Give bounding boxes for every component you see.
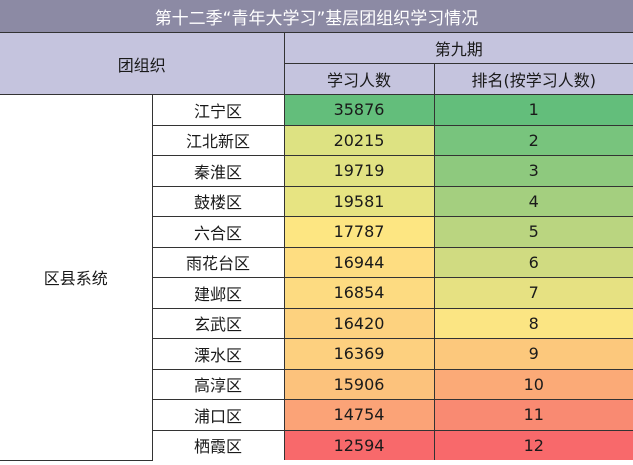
table-row: 溧水区 16369 9 <box>0 338 633 370</box>
learners-column-header: 学习人数 <box>283 63 435 95</box>
district-name: 江宁区 <box>151 94 285 126</box>
rank-value: 12 <box>433 429 633 460</box>
rank-value: 3 <box>433 155 633 187</box>
district-name: 玄武区 <box>151 307 285 339</box>
district-name: 建邺区 <box>151 277 285 309</box>
learner-count: 16369 <box>283 338 435 370</box>
table-body: 区县系统 江宁区 35876 1 江北新区 20215 2 秦淮区 19719 3 鼓楼区 19581… <box>0 94 633 461</box>
learner-count: 16854 <box>283 277 435 309</box>
table-row: 栖霞区 12594 12 <box>0 429 633 460</box>
district-name: 溧水区 <box>151 338 285 370</box>
learner-count: 16420 <box>283 307 435 339</box>
learner-count: 19719 <box>283 155 435 187</box>
rank-value: 7 <box>433 277 633 309</box>
table-row: 玄武区 16420 8 <box>0 307 633 339</box>
table-row: 区县系统 江宁区 35876 1 <box>0 94 633 461</box>
district-name: 栖霞区 <box>151 429 285 460</box>
learner-count: 12594 <box>283 429 435 460</box>
district-name: 六合区 <box>151 216 285 248</box>
learner-count: 35876 <box>283 94 435 126</box>
rank-value: 6 <box>433 246 633 278</box>
district-name: 雨花台区 <box>151 246 285 278</box>
page-title: 第十二季“青年大学习”基层团组织学习情况 <box>0 0 633 32</box>
table-row: 江北新区 20215 2 <box>0 124 633 156</box>
learner-count: 19581 <box>283 185 435 217</box>
learner-count: 14754 <box>283 399 435 431</box>
table-row: 浦口区 14754 11 <box>0 399 633 431</box>
rank-value: 5 <box>433 216 633 248</box>
learner-count: 17787 <box>283 216 435 248</box>
learner-count: 15906 <box>283 368 435 400</box>
rank-value: 8 <box>433 307 633 339</box>
district-name: 秦淮区 <box>151 155 285 187</box>
district-name: 江北新区 <box>151 124 285 156</box>
org-header: 团组织 <box>0 32 285 95</box>
table-row: 建邺区 16854 7 <box>0 277 633 309</box>
table-row: 六合区 17787 5 <box>0 216 633 248</box>
district-name: 鼓楼区 <box>151 185 285 217</box>
rank-value: 1 <box>433 94 633 126</box>
group-label: 区县系统 <box>0 94 153 461</box>
learner-count: 16944 <box>283 246 435 278</box>
table-row: 高淳区 15906 10 <box>0 368 633 400</box>
study-stats-table: 团组织 第九期 学习人数 排名(按学习人数) 区县系统 江宁区 35876 1 江北新区… <box>0 32 633 461</box>
rank-value: 4 <box>433 185 633 217</box>
table-row: 鼓楼区 19581 4 <box>0 185 633 217</box>
rank-column-header: 排名(按学习人数) <box>433 63 633 95</box>
period-header: 第九期 <box>283 32 633 64</box>
rank-value: 11 <box>433 399 633 431</box>
learner-count: 20215 <box>283 124 435 156</box>
rank-value: 9 <box>433 338 633 370</box>
table-row: 雨花台区 16944 6 <box>0 246 633 278</box>
rank-value: 2 <box>433 124 633 156</box>
rank-value: 10 <box>433 368 633 400</box>
district-name: 高淳区 <box>151 368 285 400</box>
district-name: 浦口区 <box>151 399 285 431</box>
